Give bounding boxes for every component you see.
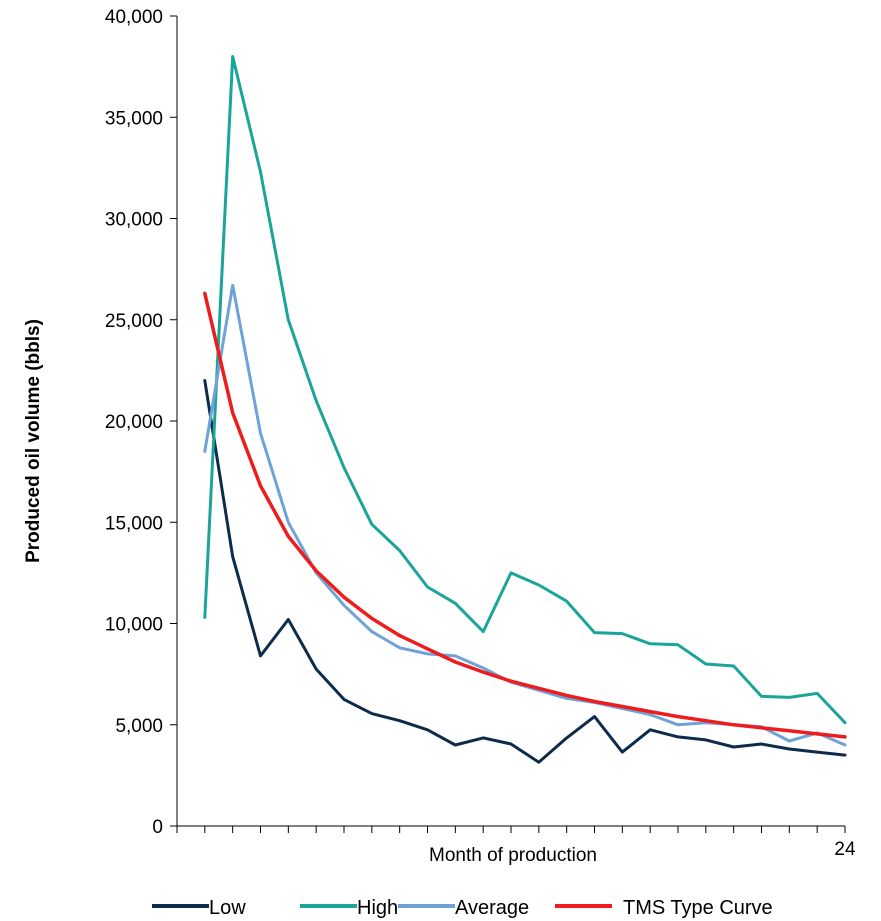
legend-label: TMS Type Curve <box>623 897 773 919</box>
x-tick-label: 24 <box>834 839 856 860</box>
legend-label: High <box>357 897 398 919</box>
y-tick-label: 20,000 <box>105 412 163 433</box>
legend-label: Low <box>209 897 246 919</box>
y-tick-label: 30,000 <box>105 210 163 231</box>
y-tick-label: 25,000 <box>105 311 163 332</box>
y-tick-label: 0 <box>152 817 163 838</box>
series-line-high <box>203 55 847 725</box>
y-tick-label: 10,000 <box>105 615 163 636</box>
legend: Low High Average TMS Type Curve <box>152 897 773 919</box>
y-tick-label: 5,000 <box>115 716 163 737</box>
series-lines <box>203 55 847 764</box>
y-tick-label: 15,000 <box>105 513 163 534</box>
y-axis-ticks: 0 5,000 10,000 15,000 20,000 25,000 30,000 35,0… <box>105 7 177 838</box>
series-line-tms-type-curve <box>203 291 847 739</box>
x-axis-title: Month of production <box>429 845 597 866</box>
x-axis-ticks: 24 <box>176 826 856 860</box>
series-line-low <box>203 379 847 764</box>
y-axis-title: Produced oil volume (bbls) <box>23 319 44 563</box>
legend-label: Average <box>455 897 529 919</box>
y-tick-label: 35,000 <box>105 108 163 129</box>
y-tick-label: 40,000 <box>105 7 163 28</box>
